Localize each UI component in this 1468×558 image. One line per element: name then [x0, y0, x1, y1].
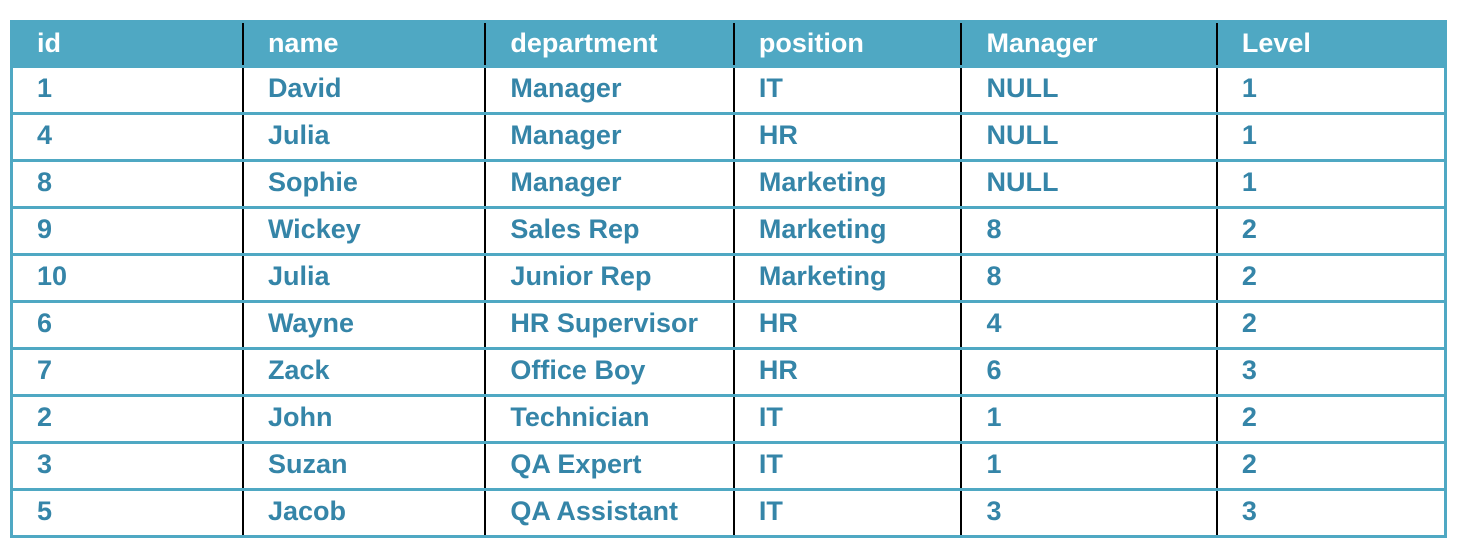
- cell-name: Julia: [241, 112, 487, 162]
- column-header-level: Level: [1215, 20, 1447, 68]
- cell-name: Wickey: [241, 206, 487, 256]
- cell-manager: 8: [960, 206, 1218, 256]
- cell-id: 6: [9, 300, 244, 350]
- cell-name: Wayne: [241, 300, 487, 350]
- column-header-position: position: [732, 20, 963, 68]
- cell-manager: NULL: [960, 112, 1218, 162]
- cell-id: 5: [9, 488, 244, 538]
- cell-id: 8: [9, 159, 244, 209]
- cell-name: Julia: [241, 253, 487, 303]
- cell-id: 7: [9, 347, 244, 397]
- table-row: 5 Jacob QA Assistant IT 3 3: [9, 488, 1447, 538]
- cell-manager: 4: [960, 300, 1218, 350]
- cell-position: HR: [732, 300, 963, 350]
- header-row: id name department position Manager Level: [9, 20, 1447, 68]
- table-header: id name department position Manager Level: [9, 20, 1447, 68]
- cell-name: David: [241, 65, 487, 115]
- cell-position: HR: [732, 347, 963, 397]
- cell-id: 2: [9, 394, 244, 444]
- cell-level: 2: [1215, 441, 1447, 491]
- cell-manager: 1: [960, 394, 1218, 444]
- cell-position: IT: [732, 488, 963, 538]
- table-row: 7 Zack Office Boy HR 6 3: [9, 347, 1447, 397]
- table-row: 4 Julia Manager HR NULL 1: [9, 112, 1447, 162]
- cell-position: HR: [732, 112, 963, 162]
- cell-manager: 3: [960, 488, 1218, 538]
- cell-department: Sales Rep: [484, 206, 735, 256]
- cell-name: John: [241, 394, 487, 444]
- cell-position: Marketing: [732, 253, 963, 303]
- cell-position: IT: [732, 394, 963, 444]
- cell-level: 3: [1215, 347, 1447, 397]
- table-row: 10 Julia Junior Rep Marketing 8 2: [9, 253, 1447, 303]
- cell-department: HR Supervisor: [484, 300, 735, 350]
- cell-level: 2: [1215, 206, 1447, 256]
- cell-manager: 6: [960, 347, 1218, 397]
- cell-name: Jacob: [241, 488, 487, 538]
- cell-department: Technician: [484, 394, 735, 444]
- table-row: 1 David Manager IT NULL 1: [9, 65, 1447, 115]
- cell-position: Marketing: [732, 206, 963, 256]
- column-header-manager: Manager: [960, 20, 1218, 68]
- cell-position: IT: [732, 65, 963, 115]
- employee-hierarchy-table: id name department position Manager Level 1 Da…: [9, 20, 1447, 538]
- cell-level: 2: [1215, 253, 1447, 303]
- table-row: 9 Wickey Sales Rep Marketing 8 2: [9, 206, 1447, 256]
- cell-level: 2: [1215, 300, 1447, 350]
- cell-level: 1: [1215, 112, 1447, 162]
- table-body: 1 David Manager IT NULL 1 4 Julia Manager HR NULL 1…: [9, 65, 1447, 538]
- column-header-name: name: [241, 20, 487, 68]
- table-row: 8 Sophie Manager Marketing NULL 1: [9, 159, 1447, 209]
- cell-name: Suzan: [241, 441, 487, 491]
- cell-level: 2: [1215, 394, 1447, 444]
- query-result-container: id name department position Manager Level 1 Da…: [9, 20, 1447, 538]
- cell-department: QA Expert: [484, 441, 735, 491]
- cell-id: 10: [9, 253, 244, 303]
- cell-id: 9: [9, 206, 244, 256]
- cell-manager: NULL: [960, 65, 1218, 115]
- cell-name: Sophie: [241, 159, 487, 209]
- table-row: 3 Suzan QA Expert IT 1 2: [9, 441, 1447, 491]
- cell-level: 3: [1215, 488, 1447, 538]
- cell-name: Zack: [241, 347, 487, 397]
- cell-position: IT: [732, 441, 963, 491]
- column-header-id: id: [9, 20, 244, 68]
- cell-id: 1: [9, 65, 244, 115]
- cell-department: Office Boy: [484, 347, 735, 397]
- cell-position: Marketing: [732, 159, 963, 209]
- cell-department: Junior Rep: [484, 253, 735, 303]
- cell-department: Manager: [484, 112, 735, 162]
- cell-department: QA Assistant: [484, 488, 735, 538]
- table-row: 2 John Technician IT 1 2: [9, 394, 1447, 444]
- cell-department: Manager: [484, 159, 735, 209]
- table-row: 6 Wayne HR Supervisor HR 4 2: [9, 300, 1447, 350]
- cell-department: Manager: [484, 65, 735, 115]
- column-header-department: department: [484, 20, 735, 68]
- cell-level: 1: [1215, 65, 1447, 115]
- cell-level: 1: [1215, 159, 1447, 209]
- cell-id: 3: [9, 441, 244, 491]
- cell-manager: 1: [960, 441, 1218, 491]
- cell-id: 4: [9, 112, 244, 162]
- cell-manager: NULL: [960, 159, 1218, 209]
- cell-manager: 8: [960, 253, 1218, 303]
